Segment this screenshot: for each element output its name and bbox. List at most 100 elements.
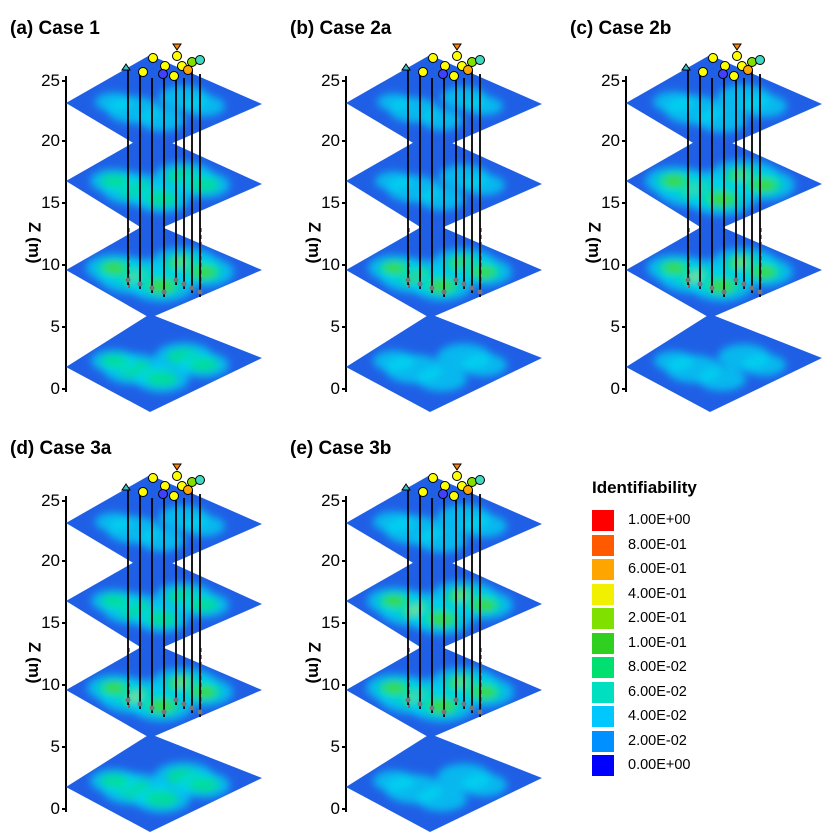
sensor-point: [709, 285, 715, 291]
z-tick-label: 15: [41, 193, 60, 212]
well-head-marker: [183, 65, 193, 75]
well-head-marker: [475, 55, 485, 65]
panel-title: (e) Case 3b: [290, 438, 392, 459]
sensor-point: [461, 701, 467, 707]
z-tick-label: 0: [50, 799, 60, 818]
legend-label: 8.00E-02: [628, 659, 687, 675]
panel-graphic: [342, 43, 542, 412]
legend-label: 2.00E-02: [628, 732, 687, 749]
well-head-marker: [148, 473, 158, 483]
well-head-marker: [172, 471, 182, 481]
z-tick-label: 10: [321, 255, 340, 274]
well-head-marker: [463, 65, 473, 75]
legend-label: 8.00E-01: [628, 536, 687, 553]
well-head-marker: [158, 69, 168, 79]
z-tick-label: 15: [321, 613, 340, 632]
panel-title: (c) Case 2b: [570, 18, 672, 39]
sensor-point: [441, 709, 447, 715]
well-head-marker: [169, 491, 179, 501]
sensor-point: [197, 709, 203, 715]
triangle-marker: [172, 463, 182, 471]
z-tick-label: 25: [41, 71, 60, 90]
z-tick-label: 10: [41, 675, 60, 694]
triangle-marker: [121, 483, 131, 491]
legend-label: 1.00E-01: [628, 634, 687, 651]
z-tick-label: 25: [601, 71, 620, 90]
triangle-marker: [121, 63, 131, 71]
sensor-point: [173, 697, 179, 703]
sensor-point: [441, 289, 447, 295]
z-tick-label: 5: [610, 317, 620, 336]
z-tick-label: 15: [321, 193, 340, 212]
sensor-point: [757, 289, 763, 295]
sensor-point: [161, 709, 167, 715]
z-tick-label: 20: [321, 551, 340, 570]
sensor-point: [405, 697, 411, 703]
panel-graphic: [62, 463, 262, 832]
sensor-point: [477, 709, 483, 715]
well-head-marker: [418, 487, 428, 497]
sensor-point: [477, 289, 483, 295]
panel-c: (c) Case 2b 25 20 15 10 5 0 Z (m): [560, 0, 840, 420]
well-head-marker: [195, 55, 205, 65]
sensor-point: [125, 277, 131, 283]
sensor-point: [721, 289, 727, 295]
legend-swatch: [592, 510, 614, 531]
sensor-point: [125, 697, 131, 703]
panel-title: (d) Case 3a: [10, 438, 112, 459]
horizontal-slice: [66, 734, 262, 832]
well-head-marker: [148, 53, 158, 63]
well-head-marker: [138, 487, 148, 497]
sensor-point: [733, 277, 739, 283]
z-tick-label: 25: [321, 71, 340, 90]
z-tick-label: 10: [601, 255, 620, 274]
well-head-marker: [195, 475, 205, 485]
well-head-marker: [438, 489, 448, 499]
panel-graphic: [342, 463, 542, 832]
triangle-marker: [401, 63, 411, 71]
well-head-marker: [743, 65, 753, 75]
sensor-point: [429, 705, 435, 711]
well-head-marker: [138, 67, 148, 77]
well-head-marker: [732, 51, 742, 61]
legend-swatch: [592, 534, 614, 556]
well-head-marker: [172, 51, 182, 61]
legend-label: 2.00E-01: [628, 610, 687, 626]
sensor-point: [461, 281, 467, 287]
legend-title: Identifiability: [592, 478, 697, 497]
sensor-point: [429, 285, 435, 291]
well-head-marker: [418, 67, 428, 77]
legend-label: 6.00E-02: [628, 683, 687, 700]
panel-title: (a) Case 1: [10, 18, 100, 39]
sensor-point: [469, 285, 475, 291]
legend-swatch: [592, 632, 614, 654]
well-head-marker: [698, 67, 708, 77]
well-head-marker: [452, 51, 462, 61]
z-tick-label: 25: [321, 491, 340, 510]
z-tick-label: 20: [41, 131, 60, 150]
legend-swatch: [592, 583, 614, 605]
well-head-marker: [428, 473, 438, 483]
legend-swatch: [592, 730, 614, 752]
horizontal-slice: [346, 734, 542, 832]
well-head-marker: [452, 471, 462, 481]
legend-swatch: [592, 755, 614, 776]
z-tick-label: 20: [41, 551, 60, 570]
well-head-marker: [169, 71, 179, 81]
sensor-point: [189, 285, 195, 291]
legend-swatch: [592, 681, 614, 703]
sensor-point: [161, 289, 167, 295]
horizontal-slice: [626, 314, 822, 412]
sensor-point: [685, 277, 691, 283]
horizontal-slice: [346, 314, 542, 412]
z-tick-label: 25: [41, 491, 60, 510]
legend-label: 0.00E+00: [628, 757, 691, 773]
well-head-marker: [449, 491, 459, 501]
well-head-marker: [158, 489, 168, 499]
panel-graphic: [622, 43, 822, 412]
legend-swatch: [592, 559, 614, 580]
horizontal-slice: [66, 314, 262, 412]
z-tick-label: 5: [330, 737, 340, 756]
legend-label: 1.00E+00: [628, 512, 691, 528]
triangle-marker: [172, 43, 182, 51]
